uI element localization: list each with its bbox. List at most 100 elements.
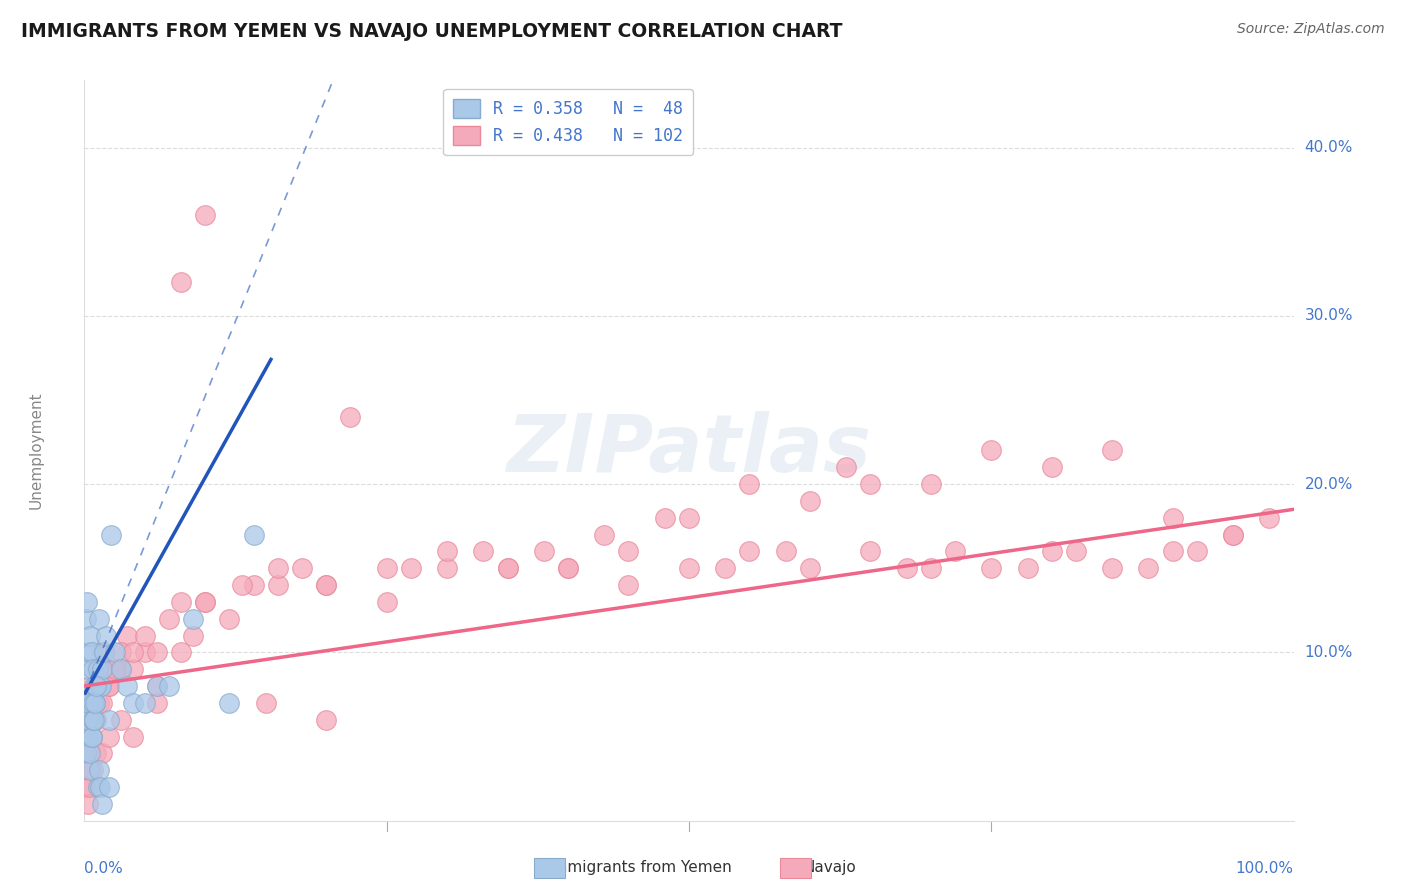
Point [170,595,193,609]
Point [82,763,104,777]
Point [436,561,458,575]
Point [267,561,290,575]
Point [980,443,1002,458]
Point [496,561,519,575]
Point [1064,544,1087,558]
Point [121,662,143,676]
Point [91,696,114,710]
Point [104,645,127,659]
Point [267,578,290,592]
Text: 100.0%: 100.0% [1236,862,1294,876]
Point [1137,561,1160,575]
Point [315,578,337,592]
Point [557,561,579,575]
Point [80,730,103,744]
Text: IMMIGRANTS FROM YEMEN VS NAVAJO UNEMPLOYMENT CORRELATION CHART: IMMIGRANTS FROM YEMEN VS NAVAJO UNEMPLOY… [21,22,842,41]
Point [859,477,882,491]
Point [94,628,117,642]
Point [97,713,120,727]
Point [77,696,100,710]
Text: Navajo: Navajo [803,860,856,874]
Point [157,612,180,626]
Point [654,510,676,524]
Point [496,561,519,575]
Point [1222,527,1244,541]
Text: Source: ZipAtlas.com: Source: ZipAtlas.com [1237,22,1385,37]
Point [738,544,761,558]
Point [738,477,761,491]
Point [76,595,98,609]
Point [104,662,127,676]
Point [1161,510,1184,524]
Point [86,713,108,727]
Point [94,662,117,676]
Point [920,477,942,491]
Point [714,561,737,575]
Point [83,713,105,727]
Point [1222,527,1244,541]
Point [77,763,100,777]
Point [76,730,98,744]
Point [84,696,107,710]
Point [89,679,111,693]
Point [678,561,700,575]
Point [920,561,942,575]
Point [86,679,108,693]
Point [82,713,104,727]
Text: Unemployment: Unemployment [28,392,44,509]
Point [91,797,114,811]
Point [315,713,337,727]
Point [86,679,108,693]
Point [100,527,122,541]
Point [97,780,120,794]
Point [593,527,616,541]
Point [79,679,101,693]
Point [1185,544,1208,558]
Text: 10.0%: 10.0% [1305,645,1353,660]
Point [775,544,797,558]
Text: ZIPatlas: ZIPatlas [506,411,872,490]
Point [93,645,115,659]
Point [157,679,180,693]
Point [533,544,555,558]
Point [80,730,103,744]
Point [75,747,97,761]
Point [97,679,120,693]
Point [82,713,104,727]
Point [97,730,120,744]
Point [110,662,132,676]
Point [291,561,314,575]
Point [77,696,100,710]
Point [896,561,918,575]
Point [90,679,112,693]
Point [77,713,100,727]
Point [115,679,138,693]
Point [231,578,253,592]
Point [980,561,1002,575]
Point [1161,544,1184,558]
Point [134,696,156,710]
Point [91,645,114,659]
Point [1040,460,1063,475]
Point [76,730,98,744]
Point [146,696,169,710]
Point [79,780,101,794]
Point [146,679,169,693]
Point [399,561,422,575]
Point [146,679,169,693]
Point [194,208,217,222]
Point [472,544,495,558]
Point [1040,544,1063,558]
Point [170,275,193,289]
Point [80,645,103,659]
Point [110,713,132,727]
Point [254,696,277,710]
Point [75,747,97,761]
Point [115,628,138,642]
Point [943,544,966,558]
Point [79,763,101,777]
Point [89,780,111,794]
Point [77,713,100,727]
Point [87,612,110,626]
Point [134,628,156,642]
